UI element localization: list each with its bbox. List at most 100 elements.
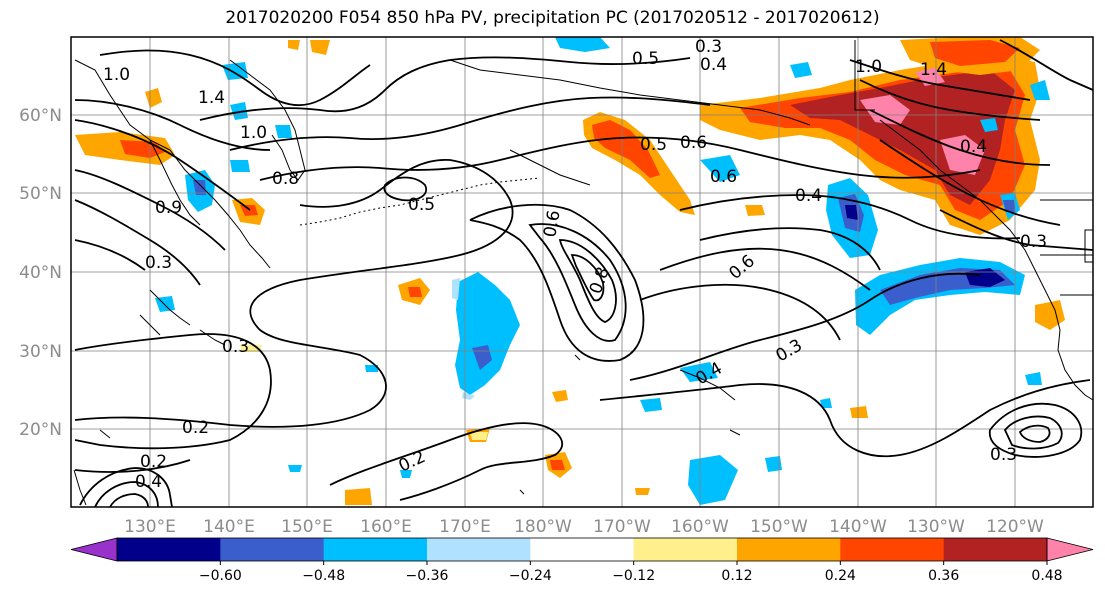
contour-label: 1.0 — [855, 57, 882, 77]
positive-anomaly-bering-core — [592, 120, 660, 178]
pv-contour-central-loop-outer — [469, 203, 645, 362]
positive-anomaly-california — [1035, 300, 1065, 330]
negative-anomaly-east-blue — [1003, 200, 1015, 212]
colorbar-extend-max — [1046, 537, 1094, 562]
lon-axis: 130°E 140°E 150°E 160°E 170°E 180°W 170°… — [124, 517, 1044, 537]
contour-label: 0.4 — [700, 55, 727, 75]
contour-label: 1.0 — [240, 123, 267, 143]
contour-label: 0.5 — [632, 49, 659, 69]
colorbar-extend-min — [70, 537, 118, 562]
positive-anomaly-hokkaido-core — [240, 205, 258, 216]
pv-contour-east-0p3 — [599, 272, 1091, 458]
lat-label: 40°N — [19, 263, 62, 283]
colorbar-tick-label: −0.36 — [406, 568, 449, 584]
coastline-islands — [73, 354, 741, 506]
negative-anomaly-north-small — [222, 37, 998, 182]
contour-label: 0.3 — [145, 253, 172, 273]
lon-label: 160°W — [671, 517, 729, 537]
contour-label: 1.0 — [103, 65, 130, 85]
lon-label: 180°W — [514, 517, 572, 537]
pv-contour-asia-dense — [74, 99, 271, 286]
coastlines — [73, 40, 1094, 506]
contour-label: 1.4 — [920, 60, 947, 80]
contour-label: 0.4 — [960, 137, 987, 157]
coastline-asia — [74, 59, 271, 269]
lat-label: 20°N — [19, 420, 62, 440]
negative-anomaly-light-halo — [452, 278, 475, 400]
lon-label: 140°W — [829, 517, 887, 537]
coastline-north-america — [879, 119, 1094, 401]
colorbar-segment — [840, 538, 945, 561]
positive-anomaly-small-3 — [345, 205, 868, 505]
lat-label: 50°N — [19, 184, 62, 204]
lon-label: 170°W — [593, 517, 651, 537]
colorbar-segment — [427, 538, 531, 561]
coastline-aleutians — [299, 177, 541, 226]
pv-contour-north-band-3 — [199, 56, 691, 121]
contour-label: 0.2 — [182, 418, 209, 438]
positive-anomaly-subtropic-core — [550, 460, 565, 470]
contour-label: 0.2 — [140, 452, 167, 472]
colorbar-tick-label: −0.24 — [509, 568, 552, 584]
positive-anomaly-small-1 — [145, 88, 162, 108]
pv-contour-subtropic — [74, 422, 564, 501]
colorbar-outline — [116, 537, 1048, 562]
pv-contour-north-band-2 — [229, 96, 711, 151]
colorbar-segment — [737, 538, 841, 561]
negative-anomaly-central — [455, 272, 520, 395]
contour-label: 0.6 — [710, 167, 737, 187]
contour-label: 0.3 — [1020, 232, 1047, 252]
lon-label: 170°E — [439, 517, 491, 537]
colorbar-tick-label: −0.12 — [612, 568, 655, 584]
lon-label: 130°W — [907, 517, 965, 537]
lon-label: 120°W — [986, 517, 1044, 537]
contour-label: 0.4 — [135, 472, 162, 492]
colorbar-ticks: −0.60 −0.48 −0.36 −0.24 −0.12 0.12 0.24 0.36 0.4… — [199, 561, 1063, 584]
pv-contour-east-0p4 — [639, 247, 871, 341]
lon-label: 140°E — [203, 517, 255, 537]
lat-label: 30°N — [19, 342, 62, 362]
contour-label: 0.3 — [222, 337, 249, 357]
contour-label: 0.3 — [990, 445, 1017, 465]
lat-label: 60°N — [19, 106, 62, 126]
lon-label: 130°E — [124, 517, 176, 537]
colorbar: −0.60 −0.48 −0.36 −0.24 −0.12 0.12 0.24 0.36 0.4… — [70, 537, 1094, 584]
pv-contour-ring-0p5 — [383, 176, 427, 202]
pv-contour-east-0p6 — [679, 194, 1021, 271]
contour-label: 0.3 — [695, 37, 722, 57]
coastline-kamchatka — [229, 59, 306, 181]
contour-label: 0.5 — [408, 195, 435, 215]
colorbar-segments — [70, 537, 1094, 562]
colorbar-tick-label: −0.48 — [302, 568, 345, 584]
colorbar-segment — [633, 538, 738, 561]
positive-anomaly-small-2 — [288, 40, 330, 55]
pv-contours — [74, 39, 1094, 508]
lat-axis: 60°N 50°N 40°N 30°N 20°N — [19, 106, 62, 440]
pv-contour-se-cluster — [988, 402, 1083, 458]
contour-label: 0.4 — [795, 186, 822, 206]
colorbar-tick-label: 0.12 — [721, 568, 752, 584]
colorbar-tick-label: 0.48 — [1031, 568, 1062, 584]
pv-contour-central-loop-mid — [528, 223, 627, 342]
negative-anomaly-gulf-west-navy — [845, 205, 858, 220]
graticule — [71, 37, 1093, 507]
precip-pc-shading — [75, 37, 1065, 505]
pv-contour-south-0p2 — [74, 159, 514, 428]
negative-anomaly-kamchatka-blue — [193, 180, 206, 195]
colorbar-segment — [117, 538, 221, 561]
contour-label: 0.8 — [272, 169, 299, 189]
negative-anomalies — [155, 37, 1050, 505]
pv-contour-north-band-1 — [259, 136, 981, 181]
pv-contour-central-loop-inner — [558, 239, 617, 323]
lon-label: 160°E — [360, 517, 412, 537]
map-title: 2017020200 F054 850 hPa PV, precipitatio… — [225, 8, 880, 28]
colorbar-tick-label: 0.36 — [928, 568, 959, 584]
positive-anomalies — [75, 37, 1065, 505]
pv-contour-south-0p3 — [74, 333, 272, 450]
contour-label: 0.6 — [680, 133, 707, 153]
colorbar-segment — [943, 538, 1048, 561]
pv-contour-sw-cluster — [79, 467, 173, 508]
colorbar-tick-label: 0.24 — [825, 568, 856, 584]
map-frame — [70, 36, 1094, 508]
